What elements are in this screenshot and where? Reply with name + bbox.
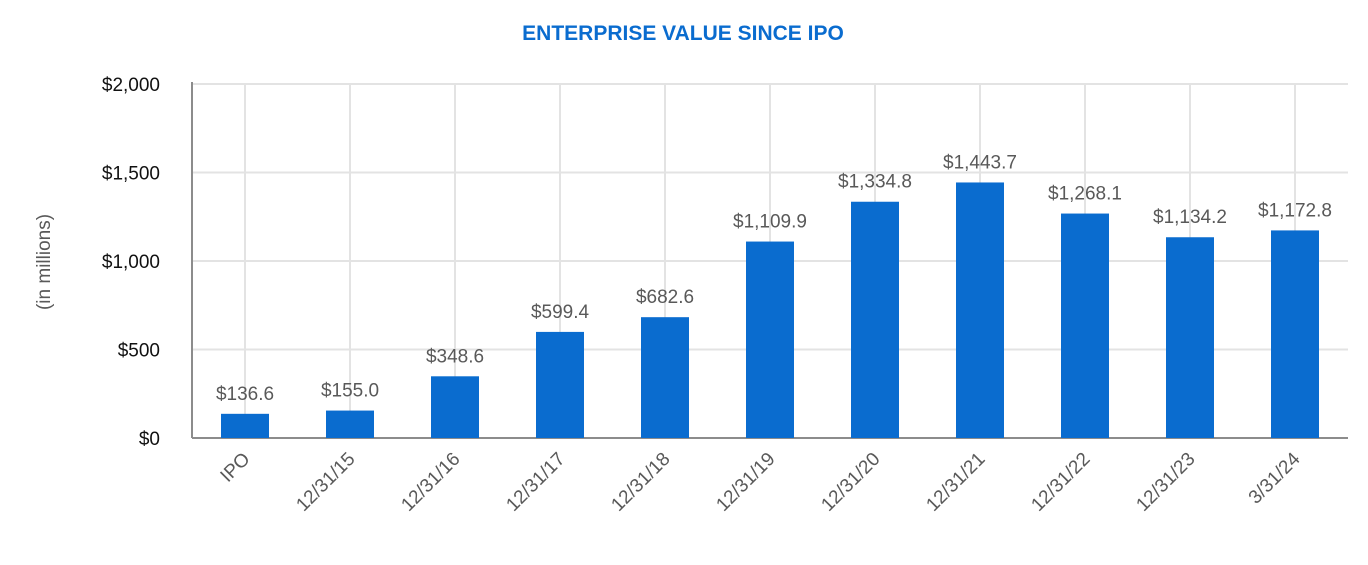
x-tick-label: 12/31/16 <box>397 449 464 516</box>
x-tick-label: IPO <box>217 449 255 487</box>
y-axis-label: (in millions) <box>34 214 55 310</box>
x-tick-label: 3/31/24 <box>1245 448 1305 508</box>
bar <box>851 201 899 438</box>
bar <box>1271 230 1319 438</box>
bar <box>1166 237 1214 438</box>
bar <box>326 410 374 438</box>
x-tick-label: 12/31/19 <box>712 449 779 516</box>
y-tick-label: $0 <box>139 429 160 450</box>
data-label: $1,172.8 <box>1258 200 1332 221</box>
x-tick-label: 12/31/22 <box>1027 449 1094 516</box>
x-tick-label: 12/31/17 <box>502 449 569 516</box>
y-tick-label: $1,500 <box>102 164 160 185</box>
bar <box>221 413 269 438</box>
data-label: $1,109.9 <box>733 212 807 233</box>
data-label: $1,134.2 <box>1153 207 1227 228</box>
x-tick-label: 12/31/15 <box>292 449 359 516</box>
y-tick-label: $500 <box>118 341 160 362</box>
bar <box>746 241 794 438</box>
data-label: $682.6 <box>636 287 694 308</box>
data-label: $1,443.7 <box>943 152 1017 173</box>
chart-title: ENTERPRISE VALUE SINCE IPO <box>522 22 844 45</box>
data-label: $348.6 <box>426 346 484 367</box>
data-label: $1,334.8 <box>838 172 912 193</box>
y-tick-label: $2,000 <box>102 75 160 96</box>
bar <box>641 317 689 438</box>
y-tick-label: $1,000 <box>102 252 160 273</box>
bar <box>431 376 479 438</box>
x-tick-label: 12/31/21 <box>922 449 989 516</box>
data-label: $1,268.1 <box>1048 184 1122 205</box>
bar <box>1061 213 1109 438</box>
bar <box>536 331 584 438</box>
data-label: $599.4 <box>531 302 590 323</box>
x-tick-label: 12/31/20 <box>817 449 884 516</box>
bar <box>956 182 1004 438</box>
data-label: $155.0 <box>321 381 379 402</box>
data-label: $136.6 <box>216 384 274 405</box>
x-tick-label: 12/31/18 <box>607 449 674 516</box>
x-tick-label: 12/31/23 <box>1132 449 1199 516</box>
